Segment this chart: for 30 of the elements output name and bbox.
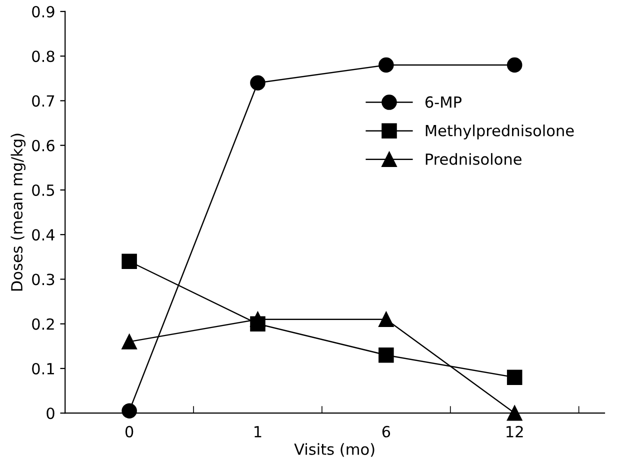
x-tick-label: 12 (506, 426, 523, 438)
point (378, 347, 394, 363)
y-tick-label: 0.4 (32, 229, 55, 241)
point (506, 405, 522, 421)
y-tick-label: 0.1 (32, 362, 54, 374)
point (378, 57, 394, 73)
point (250, 75, 266, 91)
y-tick-label: 0.6 (32, 140, 54, 152)
y-tick-label: 0.3 (32, 274, 54, 286)
y-tick-label: 0.2 (32, 318, 54, 330)
point (122, 403, 137, 419)
legend-label: 6-MP (425, 96, 462, 108)
legend-label: Methylprednisolone (426, 124, 574, 140)
point (122, 334, 137, 350)
x-tick-label: 0 (125, 426, 134, 438)
legend-label: Prednisolone (426, 153, 522, 165)
x-tick-label: 6 (382, 426, 390, 438)
point (122, 254, 137, 270)
y-tick-label: 0.9 (32, 6, 54, 18)
point (506, 370, 522, 386)
y-tick-label: 0.5 (32, 184, 54, 196)
y-tick-label: 0.8 (32, 50, 54, 62)
x-axis-title: Visits (mo) (294, 443, 374, 457)
x-tick-label: 1 (254, 426, 262, 438)
y-tick-label: 0 (46, 408, 54, 420)
point (378, 312, 394, 328)
point (506, 57, 522, 73)
y-tick-label: 0.7 (32, 95, 54, 107)
y-axis-title: Doses (mean mg/kg) (10, 134, 26, 291)
point (250, 312, 266, 328)
